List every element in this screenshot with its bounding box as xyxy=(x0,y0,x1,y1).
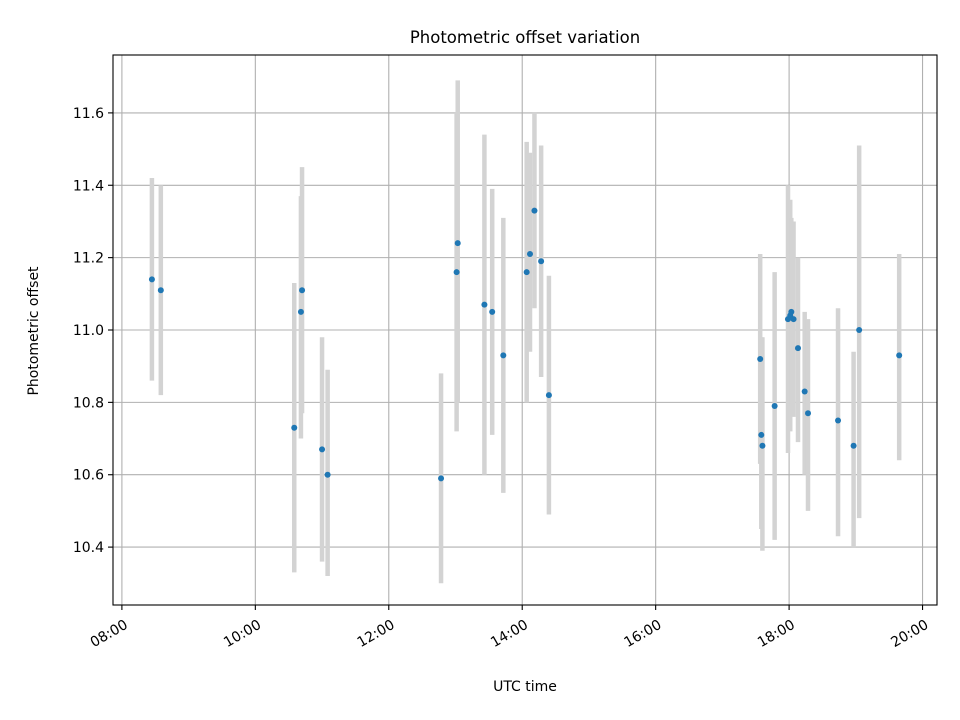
data-point xyxy=(896,352,903,359)
data-point xyxy=(545,392,552,399)
data-point xyxy=(788,308,795,315)
data-point xyxy=(856,327,863,333)
x-tick-label: 16:00 xyxy=(622,617,665,651)
error-bars xyxy=(149,80,902,584)
data-point xyxy=(438,475,445,482)
y-tick-label: 11.0 xyxy=(73,323,104,339)
x-tick-label: 18:00 xyxy=(755,617,798,651)
data-point xyxy=(500,352,507,359)
y-tick-label: 10.4 xyxy=(73,540,104,556)
data-point xyxy=(758,431,765,438)
data-point xyxy=(297,308,304,315)
data-points xyxy=(148,207,903,482)
data-point xyxy=(324,471,331,478)
data-point xyxy=(453,269,460,276)
data-point xyxy=(454,240,461,247)
data-point xyxy=(489,308,496,315)
data-point xyxy=(531,207,538,214)
data-point xyxy=(771,402,778,409)
x-axis-label: UTC time xyxy=(493,679,557,695)
y-axis-label: Photometric offset xyxy=(26,266,42,396)
x-tick-label: 20:00 xyxy=(888,617,931,651)
y-tick-label: 10.8 xyxy=(73,395,104,411)
y-tick-label: 11.6 xyxy=(73,106,104,122)
data-point xyxy=(794,345,801,352)
chart-title: Photometric offset variation xyxy=(410,28,640,47)
data-point xyxy=(759,442,766,449)
data-point xyxy=(790,316,797,323)
data-point xyxy=(850,442,857,449)
data-point xyxy=(805,410,812,417)
data-point xyxy=(299,287,306,294)
data-point xyxy=(148,276,155,283)
data-point xyxy=(757,355,764,362)
x-tick-label: 14:00 xyxy=(488,617,531,651)
data-point xyxy=(835,417,842,424)
data-point xyxy=(538,258,545,265)
data-point xyxy=(481,301,488,308)
data-point xyxy=(157,287,164,294)
y-tick-label: 10.6 xyxy=(73,468,104,484)
y-tick-label: 11.2 xyxy=(73,251,104,267)
x-tick-label: 08:00 xyxy=(88,617,131,651)
data-point xyxy=(319,446,326,453)
x-tick-label: 12:00 xyxy=(355,617,398,651)
data-point xyxy=(291,424,298,431)
data-point xyxy=(527,251,534,258)
y-tick-label: 11.4 xyxy=(73,178,104,194)
x-tick-label: 10:00 xyxy=(221,617,264,651)
data-point xyxy=(523,269,530,276)
data-point xyxy=(801,388,808,395)
